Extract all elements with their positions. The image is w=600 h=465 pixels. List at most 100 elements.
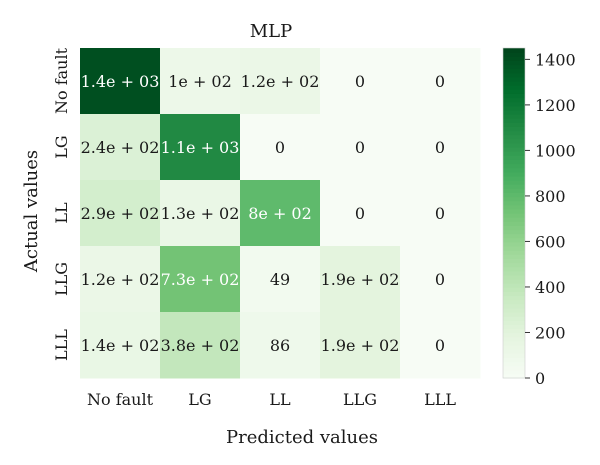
- cell-value-label: 8e + 02: [248, 204, 312, 223]
- colorbar-segment: [503, 159, 525, 165]
- heatmap-cell: [320, 246, 401, 313]
- colorbar-segment: [503, 93, 525, 99]
- heatmap-cell: [240, 246, 321, 313]
- cell-value-label: 86: [270, 336, 290, 355]
- heatmap-cell: [320, 312, 401, 379]
- x-tick-labels: No fault LG LL LLG LLL: [87, 390, 456, 409]
- colorbar-tick-label: 1000: [535, 141, 576, 160]
- colorbar-segment: [503, 151, 525, 156]
- heatmap-cell: [80, 114, 161, 181]
- heatmap-cell: [240, 114, 321, 181]
- colorbar-tick-label: 0: [535, 369, 545, 388]
- colorbar-segment: [503, 217, 525, 222]
- colorbar-segment: [503, 167, 525, 173]
- colorbar-segment: [503, 126, 525, 132]
- y-tick-label: LLL: [52, 329, 71, 361]
- cell-value-label: 1.2e + 02: [81, 270, 160, 289]
- heatmap-cell: [80, 180, 161, 247]
- colorbar-segment: [503, 184, 525, 189]
- colorbar-segment: [503, 221, 525, 226]
- y-tick-label: LLG: [52, 262, 71, 296]
- colorbar-segment: [503, 283, 525, 288]
- colorbar-segment: [503, 349, 525, 354]
- x-tick-label: LLL: [424, 390, 456, 409]
- heatmap-cells: [80, 48, 481, 379]
- colorbar-segment: [503, 85, 525, 90]
- y-tick-label: No fault: [52, 47, 71, 114]
- colorbar-segment: [503, 279, 525, 284]
- heatmap-cell: [320, 180, 401, 247]
- cell-value-label: 1.3e + 02: [161, 204, 240, 223]
- colorbar-tick-label: 200: [535, 323, 566, 342]
- colorbar-segment: [503, 188, 525, 193]
- colorbar-segment: [503, 163, 525, 169]
- colorbar-tick-label: 600: [535, 232, 566, 251]
- y-tick-label: LG: [52, 135, 71, 158]
- colorbar-segment: [503, 250, 525, 255]
- colorbar-segment: [503, 200, 525, 206]
- colorbar-segment: [503, 328, 525, 334]
- cell-value-label: 0: [435, 138, 445, 157]
- heatmap-cell: [400, 48, 481, 115]
- colorbar-segment: [503, 180, 525, 185]
- heatmap-cell: [320, 114, 401, 181]
- x-axis-label: Predicted values: [226, 427, 378, 448]
- cell-value-label: 1.2e + 02: [241, 72, 320, 91]
- colorbar-segment: [503, 64, 525, 70]
- heatmap-cell-labels: 1.4e + 03 1e + 02 1.2e + 02 0 0 2.4e + 02 1.1e…: [81, 72, 446, 355]
- colorbar-tick-label: 1200: [535, 96, 576, 115]
- y-tick-labels: No fault LG LL LLG LLL: [52, 47, 71, 361]
- cell-value-label: 0: [435, 270, 445, 289]
- colorbar-segment: [503, 361, 525, 367]
- heatmap-cell: [400, 114, 481, 181]
- colorbar-segment: [503, 81, 525, 86]
- colorbar-segment: [503, 147, 525, 152]
- colorbar-segment: [503, 196, 525, 202]
- colorbar-segment: [503, 324, 525, 330]
- colorbar-segment: [503, 68, 525, 74]
- colorbar-segment: [503, 237, 525, 243]
- cell-value-label: 1.4e + 02: [81, 336, 160, 355]
- heatmap-cell: [80, 246, 161, 313]
- x-tick-label: LG: [188, 390, 211, 409]
- colorbar-segment: [503, 56, 525, 61]
- colorbar-segment: [503, 171, 525, 177]
- colorbar-segment: [503, 287, 525, 292]
- cell-value-label: 0: [355, 204, 365, 223]
- colorbar-segment: [503, 101, 525, 107]
- colorbar-segment: [503, 291, 525, 297]
- colorbar-segment: [503, 373, 525, 379]
- colorbar-segment: [503, 258, 525, 264]
- colorbar-segment: [503, 89, 525, 94]
- x-tick-label: LL: [269, 390, 291, 409]
- heatmap-cell: [400, 180, 481, 247]
- colorbar-segment: [503, 122, 525, 127]
- cell-value-label: 3.8e + 02: [161, 336, 240, 355]
- colorbar-segment: [503, 208, 525, 214]
- heatmap-cell: [160, 114, 241, 181]
- heatmap-cell: [240, 48, 321, 115]
- heatmap-cell: [320, 48, 401, 115]
- cell-value-label: 0: [275, 138, 285, 157]
- cell-value-label: 1.1e + 03: [161, 138, 240, 157]
- colorbar-segment: [503, 369, 525, 375]
- chart-title: MLP: [250, 21, 293, 42]
- x-tick-label: No fault: [87, 390, 154, 409]
- colorbar-segment: [503, 303, 525, 309]
- cell-value-label: 1.4e + 03: [81, 72, 160, 91]
- colorbar-segment: [503, 97, 525, 103]
- colorbar-tick-label: 400: [535, 278, 566, 297]
- colorbar-segment: [503, 72, 525, 78]
- colorbar-segment: [503, 118, 525, 123]
- heatmap-cell: [160, 312, 241, 379]
- colorbar-segment: [503, 332, 525, 338]
- colorbar-segment: [503, 262, 525, 268]
- colorbar-segment: [503, 225, 525, 231]
- colorbar-segment: [503, 307, 525, 313]
- heatmap-cell: [240, 180, 321, 247]
- heatmap-cell: [240, 312, 321, 379]
- colorbar-segment: [503, 134, 525, 140]
- cell-value-label: 0: [435, 336, 445, 355]
- colorbar-segment: [503, 299, 525, 305]
- colorbar-segment: [503, 336, 525, 342]
